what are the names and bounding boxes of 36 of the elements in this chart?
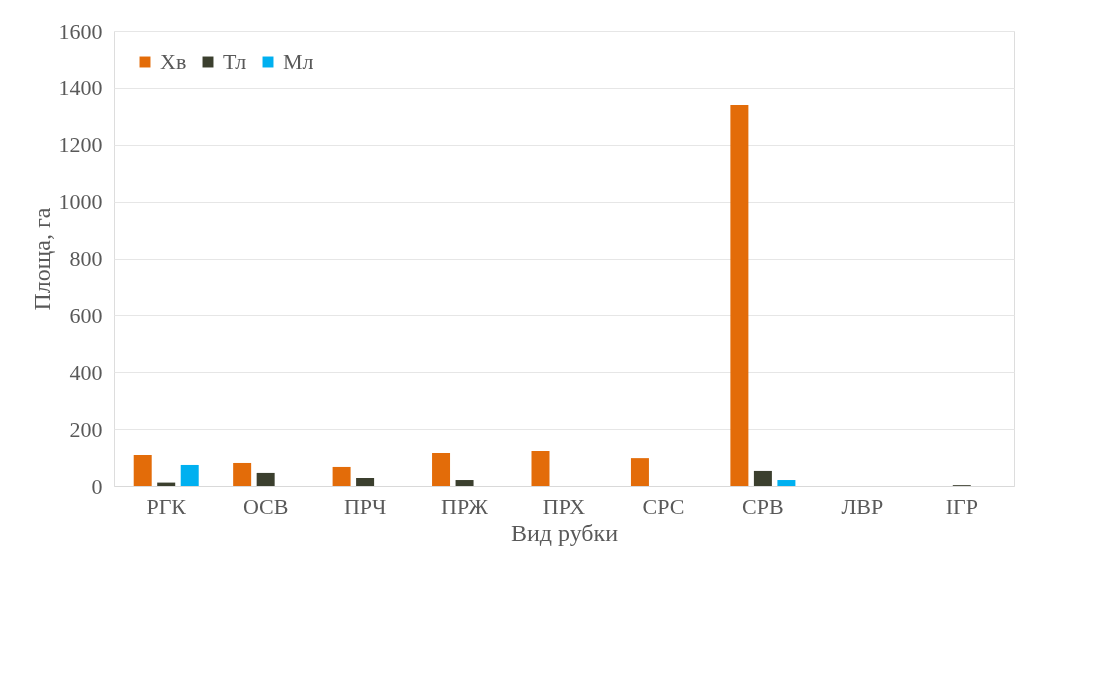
y-tick-label: 0: [91, 473, 103, 499]
bar: [455, 480, 474, 486]
bar: [630, 458, 649, 486]
y-tick-label: 1200: [58, 132, 103, 158]
y-tick-label: 800: [69, 246, 103, 271]
x-tick-label: ІГР: [945, 493, 978, 519]
bar: [233, 462, 252, 486]
bar: [133, 455, 152, 486]
bar: [356, 478, 375, 486]
y-tick-label: 1000: [58, 189, 103, 215]
bar: [777, 480, 796, 486]
bar: [531, 451, 550, 486]
x-tick-label: СРС: [642, 493, 685, 519]
bar: [730, 104, 749, 486]
bar: [753, 470, 772, 486]
x-tick-label: ПРХ: [542, 493, 586, 519]
bar: [180, 464, 199, 486]
y-axis-title: Площа, га: [28, 207, 55, 311]
y-tick-label: 1600: [58, 18, 103, 44]
y-tick-label: 1400: [58, 75, 103, 101]
bar: [256, 472, 275, 486]
legend-label: Хв: [160, 49, 187, 74]
x-tick-label: ПРЧ: [343, 493, 387, 519]
x-tick-label: РГК: [146, 493, 187, 519]
x-tick-label: СРВ: [742, 493, 784, 519]
bar: [432, 453, 451, 486]
bar: [332, 466, 351, 486]
x-tick-label: ОСВ: [242, 493, 289, 519]
x-tick-label: ПРЖ: [441, 493, 489, 519]
x-tick-label: ЛВР: [841, 493, 884, 519]
y-tick-label: 200: [69, 416, 103, 442]
y-tick-label: 400: [69, 359, 103, 385]
legend-label: Тл: [223, 49, 247, 74]
x-axis-title: Вид рубки: [510, 519, 619, 546]
y-tick-label: 600: [69, 302, 103, 328]
legend-label: Мл: [283, 49, 314, 74]
